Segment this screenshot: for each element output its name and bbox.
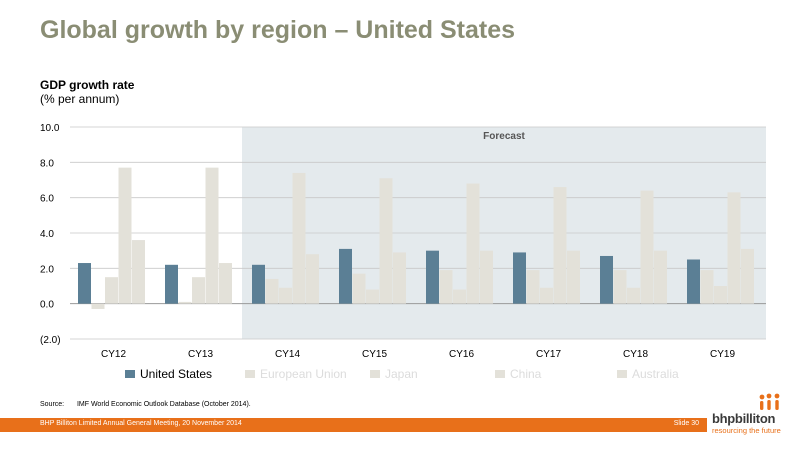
y-tick-label: 0.0 <box>40 300 54 311</box>
legend-swatch <box>617 370 627 378</box>
legend-swatch <box>245 370 255 378</box>
bar-european-union <box>178 301 192 304</box>
bar-australia <box>219 263 232 304</box>
bar-european-union <box>91 303 105 309</box>
source-label: Source: <box>40 401 65 408</box>
bar-japan <box>366 289 379 304</box>
bar-china <box>466 183 480 304</box>
legend-label: European Union <box>260 367 347 381</box>
x-tick-label: CY17 <box>536 349 561 360</box>
legend-label: Australia <box>632 367 679 381</box>
source-text: IMF World Economic Outlook Database (Oct… <box>76 401 251 408</box>
legend-item: United States <box>125 367 212 381</box>
logo-wordmark: bhpbilliton <box>712 411 776 426</box>
bar-china <box>205 167 219 304</box>
y-tick-label: 10.0 <box>40 123 60 134</box>
bar-united-states <box>687 259 700 304</box>
legend-label: China <box>510 367 542 381</box>
y-tick-label: 8.0 <box>40 158 54 169</box>
forecast-label: Forecast <box>483 131 525 142</box>
bar-china <box>379 178 393 304</box>
bar-australia <box>306 254 319 304</box>
bar-united-states <box>426 250 439 304</box>
x-tick-label: CY12 <box>101 349 126 360</box>
bar-european-union <box>439 270 453 304</box>
bar-china <box>640 190 654 304</box>
y-tick-label: 4.0 <box>40 229 54 240</box>
x-tick-label: CY13 <box>188 349 213 360</box>
bar-china <box>553 187 567 304</box>
x-tick-label: CY14 <box>275 349 300 360</box>
legend-label: United States <box>140 367 213 381</box>
bar-china <box>292 172 306 304</box>
logo-tagline: resourcing the future <box>712 426 781 435</box>
bar-european-union <box>613 270 627 304</box>
bar-japan <box>540 287 553 304</box>
bar-european-union <box>265 278 279 304</box>
chart-legend: United States European Union Japan China Aus… <box>125 367 745 385</box>
bar-united-states <box>513 252 526 304</box>
y-tick-label: 2.0 <box>40 264 54 275</box>
bar-australia <box>393 252 406 304</box>
logo-mark-icon <box>759 393 780 410</box>
x-tick-label: CY18 <box>623 349 648 360</box>
bar-japan <box>105 277 118 304</box>
bar-australia <box>480 250 493 304</box>
legend-swatch <box>370 370 380 378</box>
y-tick-label: (2.0) <box>40 335 61 346</box>
bar-united-states <box>339 248 352 304</box>
footer-bar: BHP Billiton Limited Annual General Meet… <box>0 418 707 432</box>
bar-japan <box>627 287 640 304</box>
legend-item: European Union <box>245 367 347 381</box>
bar-australia <box>567 250 580 304</box>
bar-japan <box>714 286 727 304</box>
bar-japan <box>279 287 292 304</box>
bhp-billiton-logo: bhpbilliton resourcing the future <box>712 393 792 443</box>
bar-united-states <box>165 264 178 304</box>
source-note: Source: IMF World Economic Outlook Datab… <box>40 401 251 408</box>
footer-text: BHP Billiton Limited Annual General Meet… <box>40 420 242 427</box>
bar-australia <box>741 248 754 304</box>
y-tick-label: 6.0 <box>40 194 54 205</box>
bar-united-states <box>252 264 265 304</box>
legend-item: China <box>495 367 541 381</box>
slide-number: Slide 30 <box>673 420 699 427</box>
bar-australia <box>132 240 145 304</box>
x-tick-label: CY15 <box>362 349 387 360</box>
legend-swatch <box>495 370 505 378</box>
bar-european-union <box>700 270 714 304</box>
bar-china <box>118 167 132 304</box>
slide-title: Global growth by region – United States <box>40 16 516 44</box>
bar-united-states <box>600 255 613 304</box>
chart-units: (% per annum) <box>40 92 120 106</box>
bar-japan <box>453 289 466 304</box>
x-tick-label: CY16 <box>449 349 474 360</box>
legend-item: Australia <box>617 367 679 381</box>
x-tick-label: CY19 <box>710 349 735 360</box>
bar-china <box>727 192 741 304</box>
chart-subtitle: GDP growth rate <box>40 78 135 92</box>
legend-label: Japan <box>385 367 418 381</box>
bar-european-union <box>352 273 366 304</box>
bar-australia <box>654 250 667 304</box>
legend-swatch <box>125 370 135 378</box>
bar-japan <box>192 277 205 304</box>
bar-european-union <box>526 270 540 304</box>
bar-united-states <box>78 263 91 304</box>
legend-item: Japan <box>370 367 418 381</box>
